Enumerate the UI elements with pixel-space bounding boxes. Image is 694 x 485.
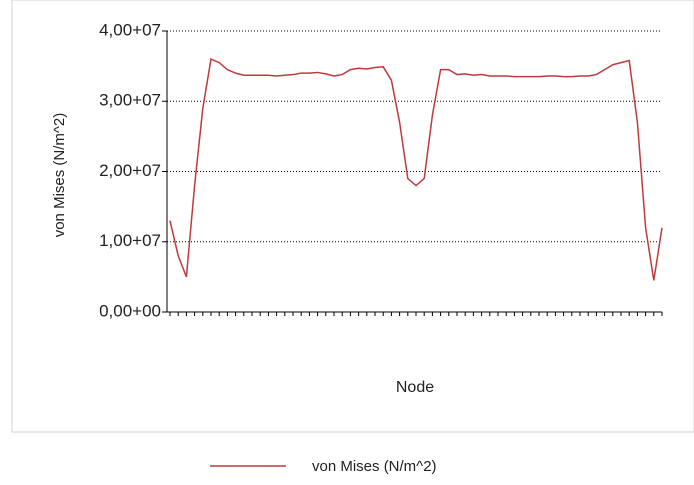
data-line (169, 58, 663, 281)
y-axis-label: von Mises (N/m^2) (51, 113, 68, 238)
y-tick-label: 2,00+07 (99, 161, 161, 180)
y-tick-label: 3,00+07 (99, 91, 161, 110)
legend-label: von Mises (N/m^2) (312, 458, 437, 475)
y-tick-label: 0,00+00 (99, 301, 161, 320)
chart-area (11, 0, 694, 433)
x-axis-label: Node (396, 379, 434, 396)
y-tick-label: 4,00+07 (99, 20, 161, 39)
y-tick-label: 1,00+07 (99, 231, 161, 250)
